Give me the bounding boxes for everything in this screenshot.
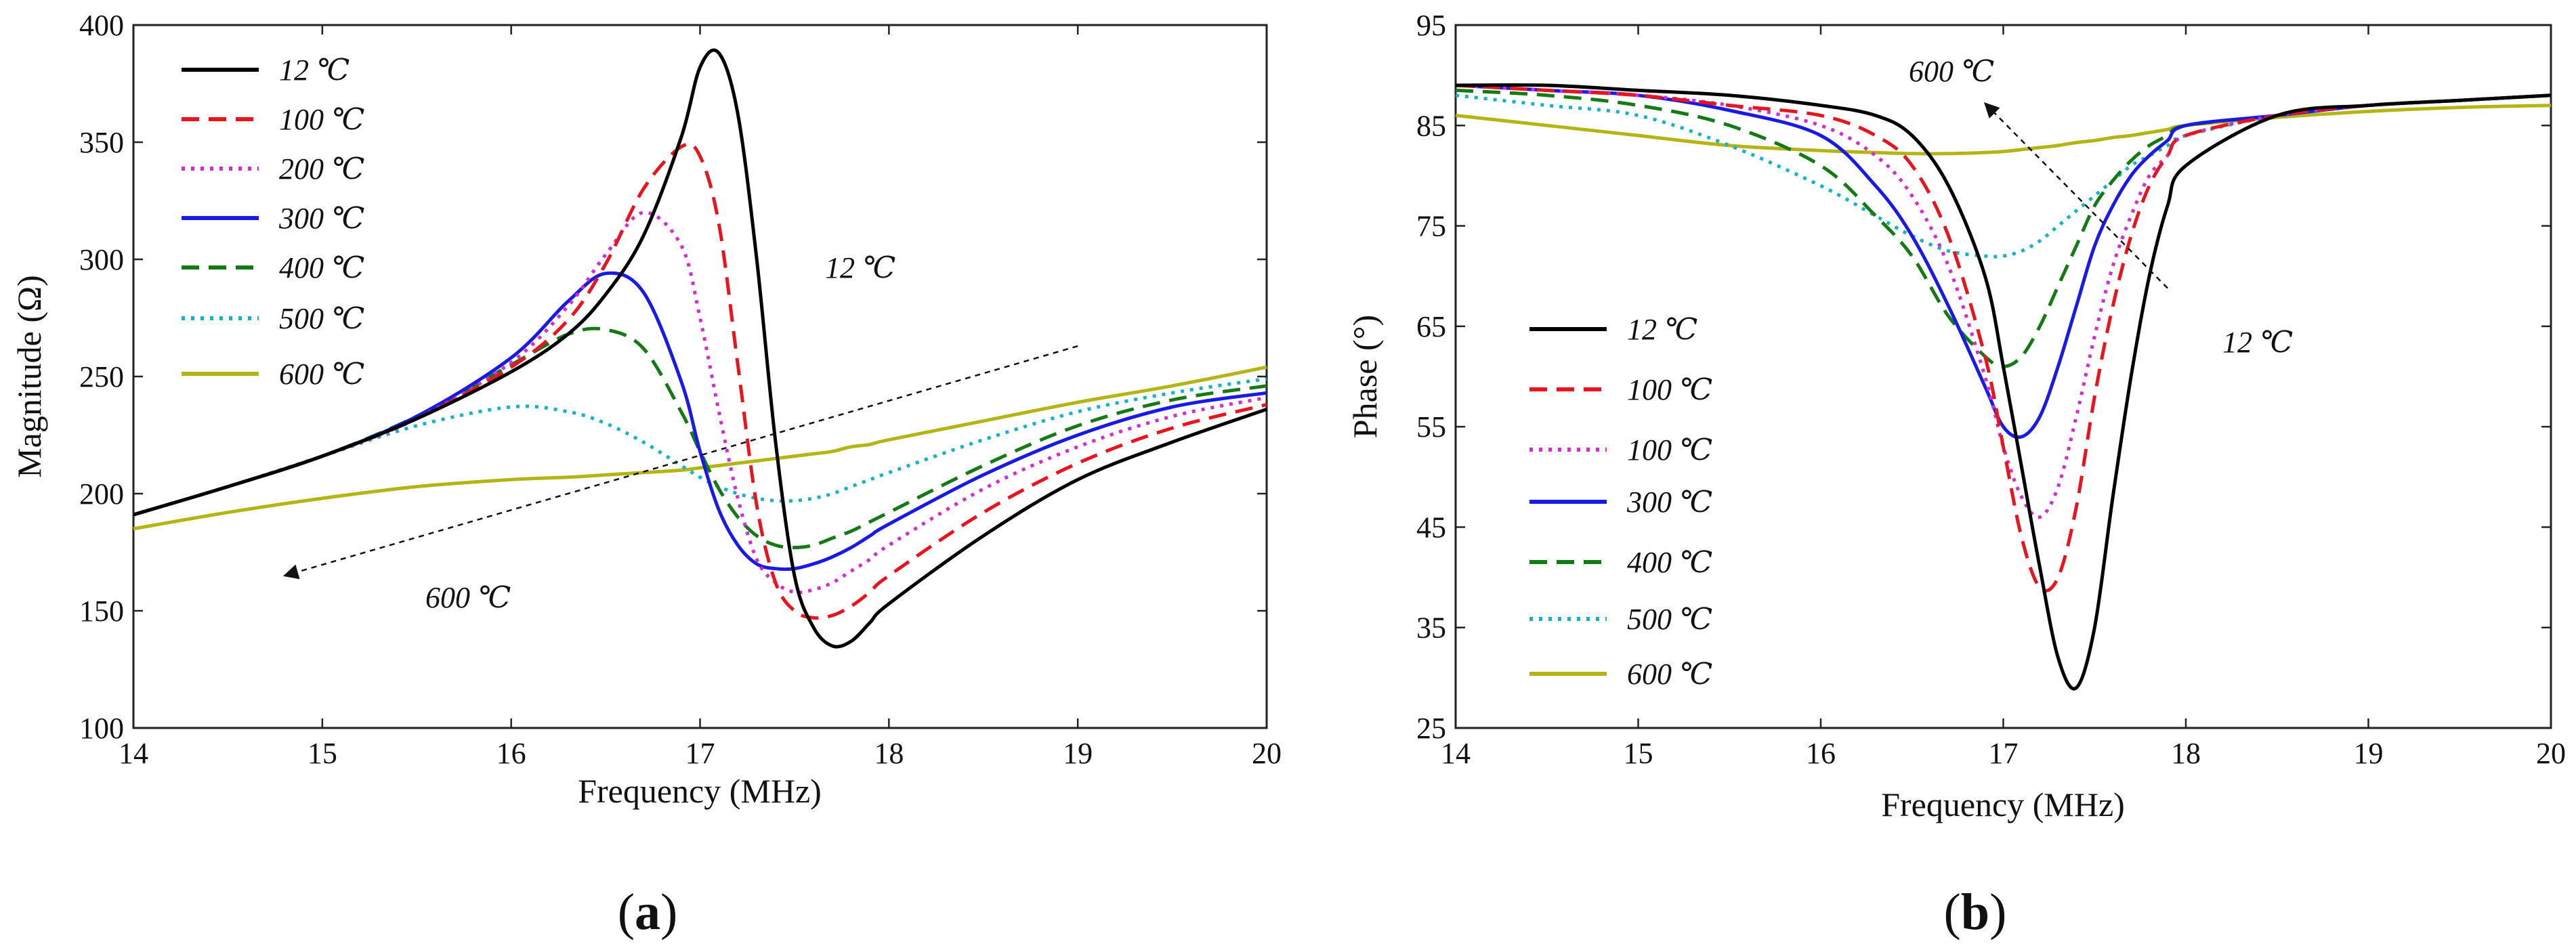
y-tick-label: 350 <box>79 126 124 159</box>
panel-letter: b <box>1961 884 1989 941</box>
panel-letter: a <box>635 884 660 941</box>
y-tick-label: 65 <box>1416 310 1446 343</box>
x-tick-label: 19 <box>1063 737 1093 770</box>
curves <box>133 48 1267 649</box>
legend-entry: 12 ℃ <box>182 53 350 87</box>
y-axis-label: Magnitude (Ω) <box>10 275 48 478</box>
legend-label: 100 ℃ <box>279 103 364 136</box>
annotation-label: 600 ℃ <box>1909 55 1994 88</box>
series-line <box>1455 93 2552 259</box>
x-tick-label: 16 <box>1806 737 1836 770</box>
y-tick-label: 200 <box>79 477 124 511</box>
x-tick-labels: 14 15 16 17 18 19 20 <box>119 737 1282 770</box>
x-tick-label: 20 <box>1252 737 1282 770</box>
y-tick-labels: 100 150 200 250 300 350 400 <box>79 9 124 745</box>
x-tick-label: 18 <box>2171 737 2201 770</box>
x-tick-label: 16 <box>497 737 526 770</box>
legend-label: 600 ℃ <box>1627 658 1712 691</box>
ticks <box>1454 24 2552 729</box>
x-tick-label: 14 <box>119 737 148 770</box>
y-tick-label: 45 <box>1416 511 1446 544</box>
legend-label: 100 ℃ <box>1627 373 1712 406</box>
y-tick-label: 85 <box>1416 109 1446 142</box>
legend-label: 500 ℃ <box>279 302 364 335</box>
legend-entry: 300 ℃ <box>1529 486 1712 519</box>
legend-entry: 400 ℃ <box>182 251 364 284</box>
series-line <box>1455 83 2552 439</box>
y-tick-label: 35 <box>1416 611 1446 645</box>
x-tick-label: 15 <box>1624 737 1653 770</box>
y-axis-label: Phase (°) <box>1346 315 1384 438</box>
legend-entry: 200 ℃ <box>182 152 364 186</box>
legend-entry: 500 ℃ <box>182 302 364 335</box>
panel-a: 100 150 200 250 300 350 400 14 15 16 17 18 19 20 Fre… <box>10 9 1282 941</box>
legend-label: 12 ℃ <box>1627 313 1697 346</box>
x-tick-label: 15 <box>308 737 337 770</box>
legend-entry: 500 ℃ <box>1529 603 1712 636</box>
series-line <box>1455 104 2552 156</box>
ticks <box>132 24 1268 729</box>
legend-entry: 100 ℃ <box>1529 373 1712 406</box>
legend-label: 600 ℃ <box>279 358 364 391</box>
x-tick-label: 14 <box>1441 737 1471 770</box>
x-tick-labels: 14 15 16 17 18 19 20 <box>1441 737 2566 770</box>
series-line <box>133 377 1267 517</box>
x-tick-label: 17 <box>1989 737 2019 770</box>
panel-label: (a) <box>618 884 678 941</box>
plot-frame <box>1454 24 2552 729</box>
legend: 12 ℃ 100 ℃ 200 ℃ 300 ℃ 400 ℃ 500 ℃ <box>182 53 364 391</box>
y-tick-label: 75 <box>1416 210 1446 243</box>
y-tick-label: 25 <box>1416 712 1446 745</box>
legend-entry: 12 ℃ <box>1529 313 1697 346</box>
y-tick-label: 250 <box>79 360 124 393</box>
series-line <box>133 271 1267 572</box>
annotation-label: 600 ℃ <box>425 581 511 614</box>
panel-b: 25 35 45 55 65 75 85 95 14 15 16 17 18 19 20 Frequenc… <box>1346 9 2566 941</box>
x-axis-label: Frequency (MHz) <box>1881 786 2125 823</box>
legend-entry: 600 ℃ <box>1529 658 1712 691</box>
legend-label: 400 ℃ <box>1627 546 1712 579</box>
x-axis-label: Frequency (MHz) <box>578 772 822 810</box>
legend-label: 200 ℃ <box>279 152 364 186</box>
legend-label: 300 ℃ <box>278 202 364 235</box>
series-line <box>133 48 1267 649</box>
legend-entry: 100 ℃ <box>1529 433 1712 467</box>
y-tick-label: 400 <box>79 9 124 42</box>
legend-entry: 400 ℃ <box>1529 546 1712 579</box>
legend-label: 12 ℃ <box>279 53 350 87</box>
series-line <box>1455 88 2552 368</box>
legend-label: 400 ℃ <box>279 251 364 284</box>
x-tick-label: 19 <box>2354 737 2384 770</box>
annotation-label: 12 ℃ <box>825 251 895 284</box>
series-line <box>133 211 1267 595</box>
annotation-arrow <box>1983 102 2168 289</box>
y-tick-label: 150 <box>79 595 124 628</box>
series-line <box>1455 83 2552 691</box>
curves <box>1455 83 2552 691</box>
y-tick-label: 300 <box>79 243 124 276</box>
legend-entry: 600 ℃ <box>182 358 364 391</box>
panel-label: (b) <box>1944 884 2007 941</box>
legend-entry: 300 ℃ <box>182 202 364 235</box>
legend-entry: 100 ℃ <box>182 103 364 136</box>
series-line <box>133 365 1267 531</box>
y-tick-labels: 25 35 45 55 65 75 85 95 <box>1416 9 1446 745</box>
series-line <box>1455 83 2552 593</box>
y-tick-label: 55 <box>1416 410 1446 444</box>
legend-label: 300 ℃ <box>1626 486 1712 519</box>
x-tick-label: 18 <box>874 737 904 770</box>
series-line <box>1455 83 2552 519</box>
x-tick-label: 17 <box>685 737 715 770</box>
y-tick-label: 95 <box>1416 9 1446 42</box>
legend: 12 ℃ 100 ℃ 100 ℃ 300 ℃ 400 ℃ 500 ℃ <box>1529 313 1712 691</box>
x-tick-label: 20 <box>2536 737 2566 770</box>
annotation-label: 12 ℃ <box>2222 326 2293 359</box>
legend-label: 500 ℃ <box>1627 603 1712 636</box>
y-tick-label: 100 <box>79 712 124 745</box>
legend-label: 100 ℃ <box>1627 433 1712 467</box>
